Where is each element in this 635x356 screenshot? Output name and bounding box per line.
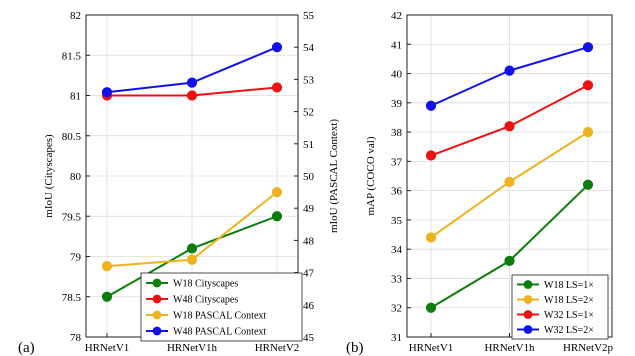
p1-ytick-label: 82 xyxy=(70,10,81,22)
p1-ytick-label: 81 xyxy=(70,91,81,103)
p2-ytick-label: 32 xyxy=(391,303,402,315)
p1-ylabel: mIoU (Cityscapes) xyxy=(43,134,55,218)
p1-ytick-right-label: 46 xyxy=(303,300,315,312)
p1-legend-label: W48 Cityscapes xyxy=(173,295,238,306)
p2-legend-label: W32 LS=2× xyxy=(544,325,594,336)
p1-ytick-label: 79.5 xyxy=(62,211,82,223)
p2-ytick-label: 38 xyxy=(391,127,403,139)
p1-data-point-4 xyxy=(101,87,113,98)
p2-legend-swatch-marker xyxy=(523,310,533,319)
p2-panel-label: (b) xyxy=(346,340,364,356)
p1-ytick-right-label: 51 xyxy=(303,139,314,151)
p2-data-point-2 xyxy=(582,126,594,138)
p1-legend-swatch-marker xyxy=(152,294,162,304)
p2-ytick-label: 39 xyxy=(391,98,403,110)
p1-ytick-right-label: 54 xyxy=(303,42,315,54)
p1-data-point-1 xyxy=(186,243,198,254)
p2-ytick-label: 37 xyxy=(391,156,403,168)
p1-ytick-right-label: 48 xyxy=(303,235,315,247)
p2-data-point-1 xyxy=(582,179,594,190)
p1-ytick-right-label: 52 xyxy=(303,107,314,119)
p1-legend-swatch-marker xyxy=(152,326,162,336)
p2-data-point-2 xyxy=(425,232,437,243)
p2-data-point-4 xyxy=(504,65,515,76)
p1-ytick-right-label: 50 xyxy=(303,171,315,183)
p2-data-point-3 xyxy=(425,150,437,161)
p1-ytick-label: 79 xyxy=(70,252,82,264)
p1-data-point-4 xyxy=(186,77,198,88)
p2-xtick-label: HRNetV2p xyxy=(563,342,614,354)
p2-ytick-label: 34 xyxy=(391,244,403,256)
p2-legend-swatch-marker xyxy=(523,280,533,289)
p2-data-point-3 xyxy=(582,80,594,91)
p1-panel-label: (a) xyxy=(18,340,35,356)
p2-ytick-label: 31 xyxy=(391,332,402,344)
p1-data-point-2 xyxy=(271,82,283,93)
p1-ytick-label: 80 xyxy=(70,171,82,183)
p2-legend-label: W18 LS=1× xyxy=(544,280,594,291)
p2-legend-swatch-marker xyxy=(523,325,533,334)
p1-legend-label: W18 PASCAL Context xyxy=(173,311,266,322)
p1-legend-box xyxy=(140,272,303,342)
p2-ylabel: mAP (COCO val) xyxy=(365,136,377,215)
p2-data-point-2 xyxy=(504,176,515,187)
p2-data-point-4 xyxy=(582,42,594,53)
p2-data-point-1 xyxy=(504,255,515,266)
p2-xtick-label: HRNetV1 xyxy=(409,342,454,354)
p1-ytick-label: 78.5 xyxy=(62,292,82,304)
p1-data-point-1 xyxy=(101,291,113,302)
p1-legend-label: W18 Cityscapes xyxy=(173,279,238,290)
p1-xtick-label: HRNetV1 xyxy=(85,342,130,354)
p1-data-point-2 xyxy=(186,90,198,101)
p2-ytick-label: 41 xyxy=(391,39,402,51)
p1-data-point-3 xyxy=(271,187,283,198)
p2-ytick-label: 40 xyxy=(391,69,403,81)
p1-ytick-label: 80.5 xyxy=(62,131,82,143)
p2-legend-label: W18 LS=2× xyxy=(544,295,594,306)
p2-legend-swatch-marker xyxy=(523,295,533,304)
p1-legend-swatch-marker xyxy=(152,310,162,320)
p1-legend-swatch-marker xyxy=(152,278,162,288)
p1-ytick-label: 78 xyxy=(70,332,82,344)
p1-ytick-right-label: 47 xyxy=(303,268,315,280)
p2-legend-label: W32 LS=1× xyxy=(544,310,594,321)
p1-xtick-label: HRNetV1h xyxy=(167,342,218,354)
p1-ytick-label: 81.5 xyxy=(62,50,82,62)
p2-data-point-4 xyxy=(425,100,437,111)
p1-ytick-right-label: 45 xyxy=(303,332,315,344)
p2-axes-frame xyxy=(406,14,613,338)
p1-data-point-3 xyxy=(101,261,113,272)
p1-legend-label: W48 PASCAL Context xyxy=(173,327,266,338)
p1-data-point-4 xyxy=(271,42,283,53)
p2-xtick-label: HRNetV1h xyxy=(484,342,535,354)
p1-ytick-right-label: 55 xyxy=(303,10,315,22)
p1-data-point-1 xyxy=(271,211,283,222)
p2-ytick-label: 33 xyxy=(391,273,403,285)
p2-data-point-3 xyxy=(504,121,515,132)
p1-ytick-right-label: 49 xyxy=(303,203,315,215)
p1-data-point-3 xyxy=(186,254,198,265)
p2-ytick-label: 35 xyxy=(391,215,403,227)
p1-ylabel-right: mIoU (PASCAL Context) xyxy=(328,119,340,233)
p1-xtick-label: HRNetV2 xyxy=(255,342,300,354)
p2-ytick-label: 36 xyxy=(391,186,403,198)
p2-data-point-1 xyxy=(425,302,437,313)
p2-ytick-label: 42 xyxy=(391,10,402,22)
p1-ytick-right-label: 53 xyxy=(303,74,315,86)
